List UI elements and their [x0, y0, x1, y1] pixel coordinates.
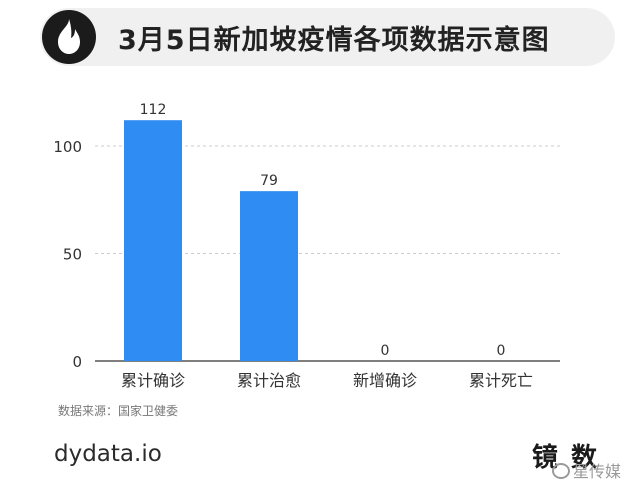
wechat-icon — [552, 463, 570, 479]
data-label: 0 — [381, 343, 390, 359]
bar — [124, 120, 182, 361]
chart-title: 3月5日新加坡疫情各项数据示意图 — [118, 25, 550, 56]
y-tick-label: 100 — [53, 138, 82, 156]
data-label: 79 — [260, 173, 278, 189]
flame-logo-icon — [42, 10, 96, 64]
x-tick-label: 累计死亡 — [469, 371, 533, 390]
source-note: 数据来源：国家卫健委 — [58, 404, 179, 418]
y-tick-label: 50 — [63, 246, 82, 264]
watermark-text: 星传媒 — [573, 462, 622, 481]
data-label: 112 — [140, 102, 167, 118]
brand-text: dydata.io — [54, 441, 162, 467]
y-tick-label: 0 — [72, 353, 82, 371]
data-label: 0 — [497, 343, 506, 359]
x-tick-label: 新增确诊 — [353, 371, 417, 390]
watermark: 星传媒 — [552, 458, 621, 482]
x-tick-label: 累计确诊 — [121, 371, 185, 390]
bar — [240, 191, 298, 361]
x-tick-label: 累计治愈 — [237, 371, 301, 390]
title-banner: 3月5日新加坡疫情各项数据示意图 — [40, 8, 615, 66]
